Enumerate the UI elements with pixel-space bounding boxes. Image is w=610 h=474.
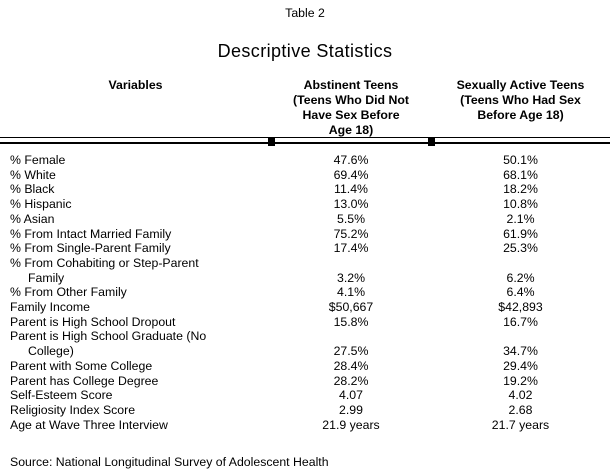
table-body: % Female 47.6% 50.1% % White 69.4% 68.1%… [0, 153, 610, 432]
row-value-abstinent: 4.1% [336, 285, 366, 300]
header-divider-rule [0, 136, 610, 146]
row-value-active: 6.2% [506, 270, 535, 285]
row-value-abstinent: 28.4% [333, 358, 369, 373]
table-row: Family Income $50,667 $42,893 [0, 300, 610, 315]
row-value-active: 19.2% [503, 373, 538, 388]
row-value-active: 16.7% [503, 314, 538, 329]
row-label: Parent is High School Graduate (No Colle… [10, 329, 207, 359]
row-value-active: 29.4% [503, 358, 538, 373]
table-header: Variables Abstinent Teens (Teens Who Did… [0, 78, 610, 138]
row-label: % Female [10, 153, 66, 167]
row-value-abstinent: 17.4% [333, 241, 369, 256]
row-value-active: 2.68 [508, 402, 533, 417]
row-value-active: 2.1% [506, 211, 535, 226]
row-value-abstinent: 21.9 years [322, 417, 380, 432]
row-value-active: 61.9% [503, 226, 538, 241]
table-row: Parent is High School Dropout 15.8% 16.7… [0, 315, 610, 330]
divider-tick [268, 136, 275, 146]
row-value-active: 25.3% [503, 241, 538, 256]
row-value-active: 4.02 [508, 388, 533, 403]
row-value-abstinent: 15.8% [333, 314, 369, 329]
row-value-active: 68.1% [503, 167, 538, 182]
divider-tick [428, 136, 435, 146]
table-row: % Hispanic 13.0% 10.8% [0, 197, 610, 212]
row-value-abstinent: 13.0% [333, 197, 369, 212]
row-label: Religiosity Index Score [10, 402, 136, 417]
row-value-active: 10.8% [503, 197, 538, 212]
row-value-abstinent: 27.5% [333, 344, 369, 359]
table-row: % From Other Family 4.1% 6.4% [0, 285, 610, 300]
row-label: Parent has College Degree [10, 373, 159, 388]
row-label: % Black [10, 182, 55, 197]
row-value-active: 34.7% [503, 344, 538, 359]
row-value-abstinent: 5.5% [336, 211, 366, 226]
table-row: Self-Esteem Score 4.07 4.02 [0, 388, 610, 403]
row-value-active: 50.1% [503, 153, 538, 167]
table-row: Parent has College Degree 28.2% 19.2% [0, 374, 610, 389]
table-row: % Female 47.6% 50.1% [0, 153, 610, 168]
row-value-abstinent: 75.2% [333, 226, 369, 241]
header-variables: Variables [108, 78, 163, 92]
row-value-abstinent: 2.99 [339, 402, 363, 417]
table-row: % From Cohabiting or Step-Parent Family … [0, 256, 610, 285]
row-value-abstinent: 69.4% [333, 167, 369, 182]
row-value-abstinent: $50,667 [328, 300, 374, 315]
row-value-active: $42,893 [498, 300, 543, 315]
row-label: % From Intact Married Family [10, 226, 172, 241]
row-value-active: 6.4% [506, 285, 535, 300]
row-value-active: 21.7 years [491, 417, 550, 432]
row-value-abstinent: 11.4% [334, 182, 368, 197]
row-value-abstinent: 4.07 [339, 388, 363, 403]
table-row: Religiosity Index Score 2.99 2.68 [0, 403, 610, 418]
header-abstinent-teens: Abstinent Teens (Teens Who Did Not Have … [293, 78, 409, 137]
row-label: % Asian [10, 211, 55, 226]
table-row: Parent is High School Graduate (No Colle… [0, 329, 610, 358]
row-label: Age at Wave Three Interview [10, 417, 168, 432]
row-value-abstinent: 47.6% [333, 153, 369, 167]
row-label: % From Other Family [10, 285, 127, 300]
source-note: Source: National Longitudinal Survey of … [10, 455, 329, 469]
table-row: Age at Wave Three Interview 21.9 years 2… [0, 418, 610, 433]
row-label: Family Income [10, 300, 90, 315]
row-label: Parent with Some College [10, 358, 153, 373]
table-title: Descriptive Statistics [217, 41, 393, 61]
table-row: % White 69.4% 68.1% [0, 168, 610, 183]
row-label: Parent is High School Dropout [10, 314, 176, 329]
table-row: % From Single-Parent Family 17.4% 25.3% [0, 241, 610, 256]
row-value-active: 18.2% [503, 182, 538, 197]
row-label: % From Single-Parent Family [10, 241, 171, 256]
table-row: % Asian 5.5% 2.1% [0, 212, 610, 227]
row-label: % From Cohabiting or Step-Parent Family [10, 255, 199, 285]
row-value-abstinent: 3.2% [336, 270, 366, 285]
header-sexually-active-teens: Sexually Active Teens (Teens Who Had Sex… [456, 78, 585, 122]
row-label: % Hispanic [10, 197, 72, 212]
table-row: Parent with Some College 28.4% 29.4% [0, 359, 610, 374]
table-row: % Black 11.4% 18.2% [0, 182, 610, 197]
table-row: % From Intact Married Family 75.2% 61.9% [0, 227, 610, 242]
row-label: % White [10, 167, 56, 182]
row-value-abstinent: 28.2% [333, 373, 369, 388]
row-label: Self-Esteem Score [10, 388, 113, 403]
table-label: Table 2 [285, 6, 325, 20]
